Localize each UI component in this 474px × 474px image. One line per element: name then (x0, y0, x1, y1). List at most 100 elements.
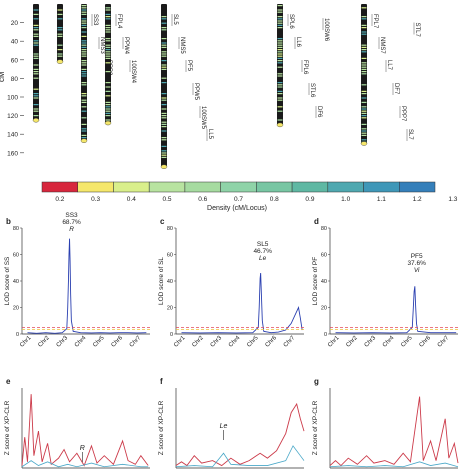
chromosome-end (80, 138, 88, 143)
density-band (361, 68, 367, 70)
chromosome-end (32, 118, 40, 123)
density-band (81, 55, 87, 57)
qtl-label: NMS5 (179, 37, 185, 54)
y-axis-label: LOD score of SL (158, 257, 165, 305)
density-band (277, 40, 283, 42)
density-band (361, 7, 367, 9)
x-tick-label: Chr2 (191, 335, 205, 349)
density-band (161, 152, 167, 154)
density-band (361, 134, 367, 136)
density-band (277, 75, 283, 77)
x-tick-label: Chr4 (228, 335, 242, 349)
qtl-label: SPL6 (288, 14, 294, 29)
density-band (361, 84, 367, 86)
colorbar-cell (291, 181, 329, 193)
y-tick-label: 0 (324, 332, 327, 338)
density-band (361, 117, 367, 119)
density-band (81, 64, 87, 66)
qtl-label: SL5 (172, 14, 178, 25)
panel-c: c LOD score of SL 0 20 40 60 80 Chr1 Chr2 Chr3 Chr… (158, 217, 304, 349)
peak-label: Vi (414, 267, 420, 274)
density-band (33, 97, 39, 99)
density-band (81, 44, 87, 46)
density-band (361, 46, 367, 48)
density-band (33, 88, 39, 90)
density-band (105, 38, 111, 40)
density-band (81, 128, 87, 130)
density-band (161, 44, 167, 46)
y-tick-label: 40 (321, 279, 327, 285)
panel-letter: d (314, 217, 319, 226)
colorbar-cell (256, 181, 293, 193)
density-band (161, 99, 167, 101)
cm-tick-label: 40 (11, 39, 19, 46)
colorbar-cell (113, 181, 150, 193)
qtl-label: 100SW6 (323, 18, 329, 42)
density-band (161, 150, 167, 152)
density-band (81, 20, 87, 22)
density-band (161, 130, 167, 132)
panel-d: d LOD score of PF 0 20 40 60 80 Chr1 Chr2 Chr3 Chr… (312, 217, 458, 349)
density-band (277, 51, 283, 53)
density-band (277, 20, 283, 22)
panel-b: b LOD score of SS 0 20 40 60 80 Chr1 Chr2 Chr3 Chr… (4, 212, 150, 349)
peak-label: SL5 (257, 241, 269, 248)
colorbar-cell (327, 181, 364, 193)
density-band (161, 77, 167, 79)
qtl-label: DF6 (316, 106, 322, 118)
density-band (277, 24, 283, 26)
density-band (105, 31, 111, 33)
density-band (57, 33, 63, 35)
colorbar-tick-label: 0.4 (127, 196, 136, 203)
x-tick-label: Chr7 (129, 335, 143, 349)
y-tick-label: 60 (13, 253, 19, 259)
density-band (361, 73, 367, 75)
density-band (81, 71, 87, 73)
x-tick-label: Chr3 (56, 335, 70, 349)
density-band (105, 115, 111, 117)
panel-g: g Z score of XP-CLR (312, 377, 459, 469)
density-band (361, 18, 367, 20)
series-line (329, 461, 459, 468)
density-band (81, 22, 87, 24)
x-tick-label: Chr7 (283, 335, 297, 349)
x-tick-label: Chr1 (327, 335, 341, 349)
density-band (361, 33, 367, 35)
density-band (33, 35, 39, 37)
density-band (81, 42, 87, 44)
density-band (81, 18, 87, 20)
cm-axis: 20 40 60 80 100 120 140 160 (7, 20, 24, 157)
chromosome-end (360, 141, 368, 146)
x-tick-label: Chr6 (111, 335, 125, 349)
series-line (181, 273, 303, 334)
y-tick-label: 40 (13, 279, 19, 285)
qtl-label: NMS3 (99, 37, 105, 54)
density-band (105, 106, 111, 108)
chromosome-body (81, 4, 87, 141)
colorbar-label: Density (cM/Locus) (207, 205, 267, 212)
density-band (361, 64, 367, 66)
density-band (33, 77, 39, 79)
y-axis-label: LOD score of PF (312, 257, 319, 305)
series-line (21, 460, 149, 468)
density-band (161, 51, 167, 53)
density-band (57, 27, 63, 29)
qtl-label: FPL4 (116, 14, 122, 29)
x-tick-label: Chr5 (92, 335, 106, 349)
density-band (361, 97, 367, 99)
density-band (277, 46, 283, 48)
cm-tick-label: 120 (7, 113, 18, 120)
density-band (81, 106, 87, 108)
density-band (161, 68, 167, 70)
density-band (277, 5, 283, 7)
density-band (361, 115, 367, 117)
series-line (329, 396, 459, 467)
density-band (361, 49, 367, 51)
qtl-label: NMS7 (379, 37, 385, 54)
x-tick-label: Chr1 (19, 335, 33, 349)
x-tick-label: Chr5 (400, 335, 414, 349)
x-tick-label: Chr6 (419, 335, 433, 349)
density-band (81, 99, 87, 101)
